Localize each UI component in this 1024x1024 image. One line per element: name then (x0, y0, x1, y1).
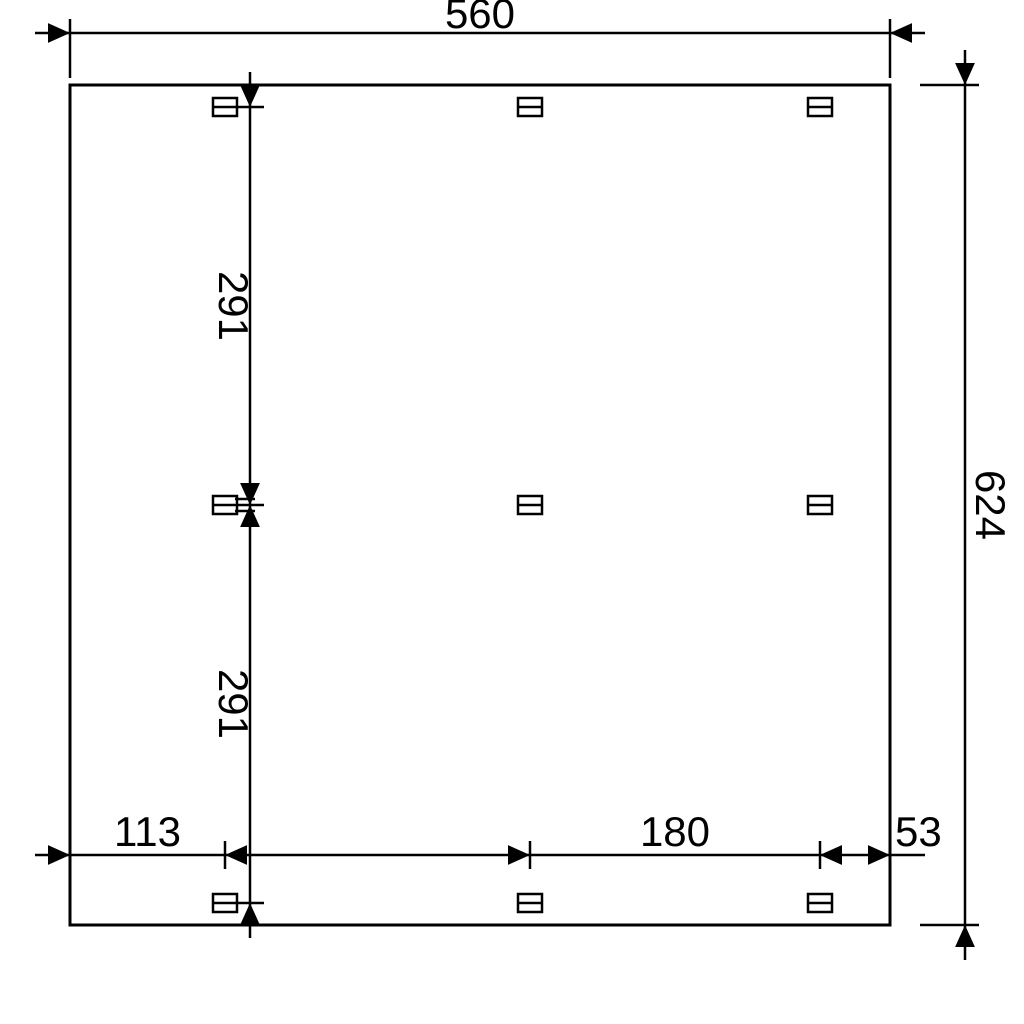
dim-lower-v: 291 (210, 669, 257, 739)
svg-text:53: 53 (895, 808, 942, 855)
technical-drawing: 560 624 113 180 53 291 291 (0, 0, 1024, 1024)
dim-mid-span: 180 (640, 808, 710, 855)
dim-left-offset: 113 (114, 808, 181, 855)
dim-top-total: 560 (445, 0, 515, 37)
dim-upper-v: 291 (210, 271, 257, 341)
outline-rect (70, 85, 890, 925)
dim-right-total: 624 (967, 470, 1014, 540)
